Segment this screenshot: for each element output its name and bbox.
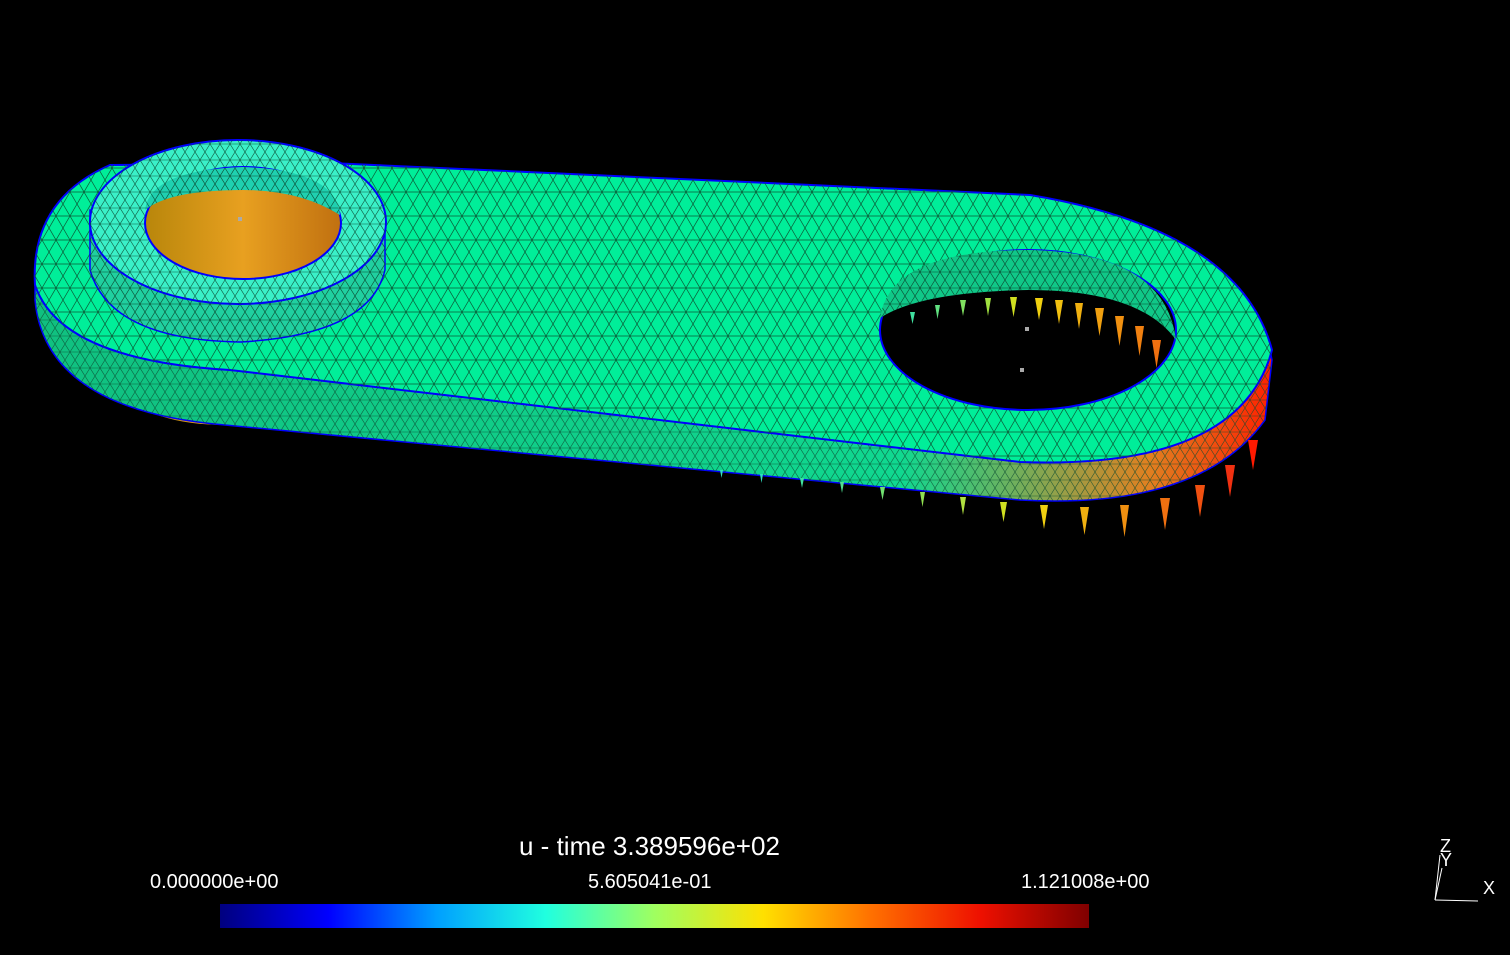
- colorbar: [220, 904, 1089, 928]
- axis-x-label: X: [1483, 878, 1496, 898]
- legend-max-label: 1.121008e+00: [1021, 871, 1150, 893]
- axis-z-label: Z: [1440, 836, 1451, 856]
- displacement-arrows-hole: [910, 297, 1161, 368]
- axis-y-label: Y: [1440, 850, 1453, 870]
- legend-min-label: 0.000000e+00: [150, 871, 279, 893]
- axes-triad: Z Y X: [1420, 830, 1510, 910]
- mesh-nodes: [238, 217, 1029, 372]
- displacement-arrows-edge: [720, 440, 1258, 537]
- legend-title: u - time 3.389596e+02: [519, 831, 780, 861]
- legend-mid-label: 5.605041e-01: [588, 871, 712, 893]
